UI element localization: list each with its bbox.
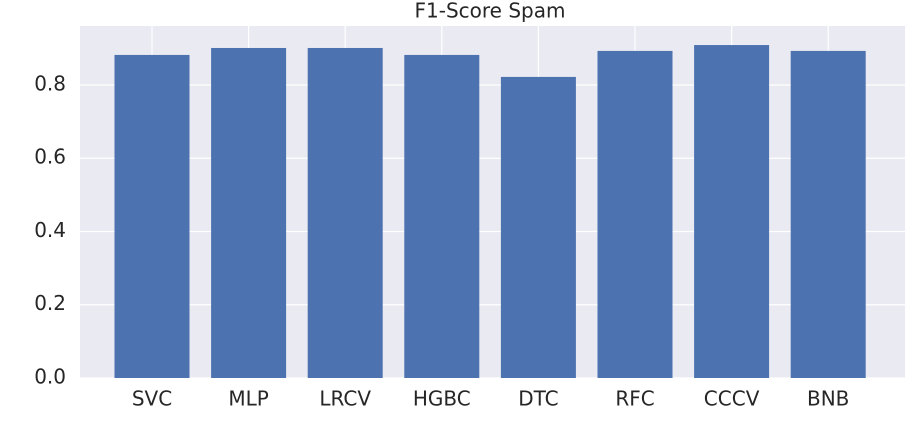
- bar: [694, 45, 770, 379]
- y-tick-label: 0.6: [34, 145, 66, 169]
- y-tick-label: 0.0: [34, 365, 66, 389]
- bar: [597, 50, 673, 379]
- x-tick-label: CCCV: [704, 387, 760, 411]
- bar: [500, 76, 576, 378]
- bar: [114, 54, 190, 378]
- y-tick-label: 0.8: [34, 71, 66, 95]
- bar: [211, 47, 287, 378]
- x-tick-label: SVC: [132, 387, 172, 411]
- x-tick-label: RFC: [615, 387, 654, 411]
- x-tick-label: MLP: [228, 387, 268, 411]
- x-tick-label: HGBC: [413, 387, 471, 411]
- y-tick-label: 0.4: [34, 218, 66, 242]
- x-tick-label: BNB: [807, 387, 849, 411]
- x-tick-label: LRCV: [319, 387, 371, 411]
- bar: [790, 50, 866, 379]
- plot-area: [80, 26, 905, 378]
- bar: [307, 47, 383, 378]
- y-tick-label: 0.2: [34, 291, 66, 315]
- bar: [404, 54, 480, 378]
- x-tick-label: DTC: [518, 387, 558, 411]
- chart-title: F1-Score Spam: [415, 0, 566, 23]
